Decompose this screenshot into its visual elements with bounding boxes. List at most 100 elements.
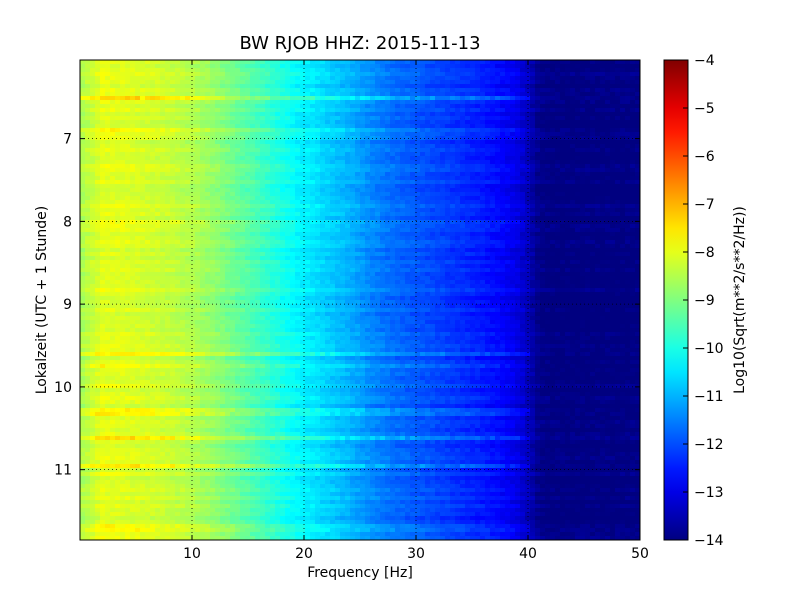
heatmap-cell [585, 148, 591, 153]
heatmap-cell [575, 140, 581, 145]
heatmap-cell [595, 196, 601, 201]
heatmap-cell [615, 192, 621, 197]
heatmap-cell [125, 152, 131, 157]
heatmap-cell [360, 224, 366, 229]
heatmap-cell [390, 188, 396, 193]
heatmap-cell [425, 136, 431, 141]
heatmap-cell [320, 164, 326, 169]
heatmap-cell [495, 156, 501, 161]
heatmap-cell [490, 164, 496, 169]
heatmap-cell [430, 220, 436, 225]
heatmap-cell [120, 100, 126, 105]
heatmap-cell [355, 228, 361, 233]
heatmap-cell [510, 176, 516, 181]
heatmap-cell [160, 228, 166, 233]
heatmap-cell [540, 200, 546, 205]
heatmap-cell [185, 228, 191, 233]
heatmap-cell [450, 220, 456, 225]
heatmap-cell [490, 108, 496, 113]
heatmap-cell [215, 88, 221, 93]
heatmap-cell [535, 196, 541, 201]
heatmap-cell [350, 72, 356, 77]
heatmap-cell [595, 160, 601, 165]
heatmap-cell [190, 140, 196, 145]
heatmap-cell [485, 208, 491, 213]
heatmap-cell [285, 96, 291, 101]
heatmap-cell [195, 100, 201, 105]
heatmap-cell [95, 140, 101, 145]
heatmap-cell [610, 156, 616, 161]
heatmap-cell [405, 168, 411, 173]
heatmap-cell [445, 148, 451, 153]
heatmap-cell [100, 84, 106, 89]
heatmap-cell [345, 76, 351, 81]
heatmap-cell [215, 100, 221, 105]
heatmap-cell [150, 68, 156, 73]
heatmap-cell [395, 232, 401, 237]
heatmap-cell [255, 120, 261, 125]
heatmap-cell [160, 152, 166, 157]
heatmap-cell [525, 136, 531, 141]
heatmap-cell [300, 132, 306, 137]
heatmap-cell [230, 228, 236, 233]
heatmap-cell [320, 120, 326, 125]
heatmap-cell [270, 116, 276, 121]
heatmap-cell [610, 204, 616, 209]
heatmap-cell [430, 112, 436, 117]
heatmap-cell [245, 176, 251, 181]
heatmap-cell [220, 172, 226, 177]
heatmap-cell [630, 148, 636, 153]
heatmap-cell [250, 80, 256, 85]
heatmap-cell [235, 220, 241, 225]
heatmap-cell [325, 108, 331, 113]
heatmap-cell [280, 200, 286, 205]
heatmap-cell [185, 216, 191, 221]
heatmap-cell [535, 140, 541, 145]
heatmap-cell [460, 60, 466, 65]
heatmap-cell [170, 208, 176, 213]
heatmap-cell [290, 204, 296, 209]
heatmap-cell [180, 232, 186, 237]
heatmap-cell [405, 100, 411, 105]
heatmap-cell [410, 148, 416, 153]
heatmap-cell [445, 144, 451, 149]
heatmap-cell [155, 176, 161, 181]
heatmap-cell [535, 136, 541, 141]
heatmap-cell [170, 144, 176, 149]
heatmap-cell [485, 96, 491, 101]
heatmap-cell [290, 168, 296, 173]
heatmap-cell [590, 108, 596, 113]
heatmap-cell [285, 228, 291, 233]
heatmap-cell [260, 184, 266, 189]
heatmap-cell [515, 228, 521, 233]
heatmap-cell [420, 200, 426, 205]
heatmap-cell [420, 140, 426, 145]
heatmap-cell [155, 84, 161, 89]
heatmap-cell [295, 104, 301, 109]
heatmap-cell [375, 84, 381, 89]
heatmap-cell [160, 100, 166, 105]
heatmap-cell [280, 224, 286, 229]
heatmap-cell [160, 120, 166, 125]
heatmap-cell [435, 176, 441, 181]
heatmap-cell [345, 148, 351, 153]
heatmap-cell [100, 104, 106, 109]
heatmap-cell [85, 80, 91, 85]
heatmap-cell [300, 64, 306, 69]
heatmap-cell [580, 212, 586, 217]
heatmap-cell [430, 160, 436, 165]
heatmap-cell [400, 208, 406, 213]
heatmap-cell [540, 124, 546, 129]
heatmap-cell [400, 220, 406, 225]
heatmap-cell [590, 96, 596, 101]
heatmap-cell [435, 120, 441, 125]
heatmap-cell [625, 160, 631, 165]
heatmap-cell [155, 116, 161, 121]
heatmap-cell [115, 96, 121, 101]
heatmap-cell [100, 76, 106, 81]
heatmap-cell [490, 112, 496, 117]
heatmap-cell [425, 188, 431, 193]
heatmap-cell [140, 180, 146, 185]
heatmap-cell [260, 152, 266, 157]
heatmap-cell [535, 144, 541, 149]
